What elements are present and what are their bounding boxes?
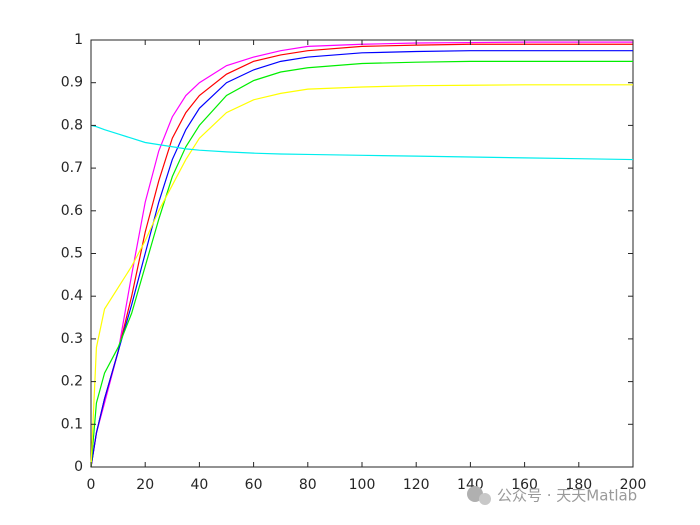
- y-tick-label: 0.8: [61, 117, 83, 133]
- line-series: [90, 60, 633, 468]
- y-tick-label: 0.7: [61, 160, 83, 176]
- y-tick-label: 0: [74, 459, 83, 475]
- line-series: [90, 41, 633, 468]
- x-tick-label: 20: [136, 477, 154, 493]
- x-tick-label: 40: [190, 477, 208, 493]
- watermark-icon: [467, 486, 491, 505]
- line-series: [90, 124, 634, 161]
- y-tick-label: 0.5: [61, 246, 83, 262]
- y-tick-label: 0.3: [61, 331, 83, 347]
- y-tick-label: 1: [74, 32, 83, 48]
- x-tick-label: 60: [245, 477, 263, 493]
- x-tick-label: 180: [565, 477, 592, 493]
- y-tick-label: 0.6: [61, 203, 83, 219]
- x-tick-label: 80: [299, 477, 317, 493]
- line-series: [90, 84, 633, 468]
- plot-box: [90, 39, 634, 468]
- x-tick-label: 0: [87, 477, 96, 493]
- x-tick-label: 100: [349, 477, 376, 493]
- y-tick-label: 0.9: [61, 75, 83, 91]
- x-tick-label: 160: [511, 477, 538, 493]
- y-tick-label: 0.4: [61, 288, 83, 304]
- y-tick-label: 0.2: [61, 374, 83, 390]
- y-tick-label: 0.1: [61, 416, 83, 432]
- line-series: [90, 50, 633, 468]
- x-tick-label: 200: [620, 477, 647, 493]
- watermark: 公众号 · 天天Matlab: [497, 487, 637, 505]
- x-tick-label: 120: [403, 477, 430, 493]
